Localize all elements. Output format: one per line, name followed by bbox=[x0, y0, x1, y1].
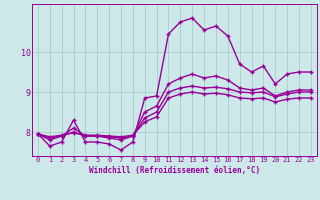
X-axis label: Windchill (Refroidissement éolien,°C): Windchill (Refroidissement éolien,°C) bbox=[89, 166, 260, 175]
